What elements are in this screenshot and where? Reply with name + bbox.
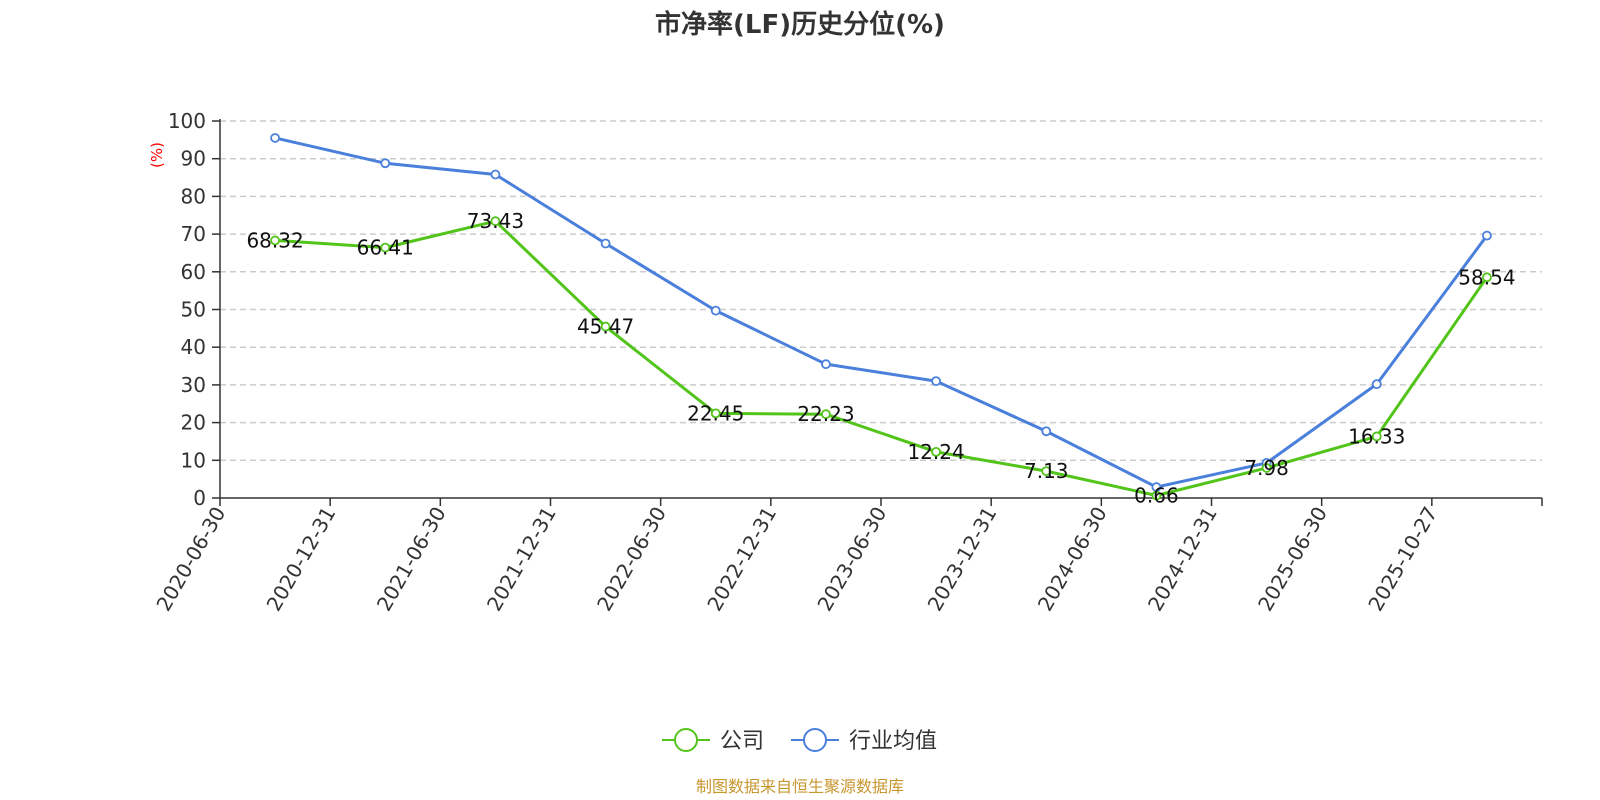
data-label: 68.32 [246,228,303,252]
data-point[interactable] [490,169,501,180]
y-tick-label: 90 [181,147,206,171]
x-tick-label: 2020-12-31 [262,503,341,616]
chart-title: 市净率(LF)历史分位(%) [655,9,945,40]
data-point[interactable] [270,235,280,246]
data-label: 12.24 [907,440,964,464]
y-tick-label: 20 [181,411,206,435]
data-label: 73.43 [467,209,524,233]
data-point[interactable] [710,305,721,316]
source-note: 制图数据来自恒生聚源数据库 [696,777,904,796]
series-group [270,133,1492,501]
y-tick-label: 100 [168,109,206,133]
data-point[interactable] [380,158,391,169]
y-tick-label: 70 [181,222,206,246]
data-point[interactable] [600,321,611,332]
x-tick-label: 2025-10-27 [1363,503,1442,616]
x-tick-label: 2024-12-31 [1143,503,1222,616]
legend[interactable]: 公司 行业均值 [662,728,937,754]
y-tick-label: 40 [181,335,206,359]
x-tick-label: 2020-06-30 [151,503,230,616]
legend-label: 行业均值 [849,729,937,754]
x-tick-label: 2022-12-31 [702,503,781,616]
data-point[interactable] [490,216,501,227]
y-tick-label: 80 [181,184,206,208]
data-label: 58.54 [1458,265,1515,289]
y-tick-label: 60 [181,260,206,284]
x-tick-label: 2021-06-30 [372,503,451,616]
data-label: 45.47 [577,315,634,339]
data-point[interactable] [380,242,391,253]
x-tick-label: 2024-06-30 [1033,503,1112,616]
data-point[interactable] [1482,272,1492,283]
x-tick-label: 2022-06-30 [592,503,671,616]
y-tick-labels: 0 10 20 30 40 50 60 70 80 90 100 [168,109,206,510]
data-label: 22.45 [687,401,744,425]
legend-marker-icon [803,728,827,752]
data-point[interactable] [600,238,611,249]
data-point[interactable] [821,409,831,420]
x-tick-label: 2021-12-31 [482,503,561,616]
data-point[interactable] [931,376,941,387]
y-tick-label: 0 [193,486,206,510]
data-labels: 68.32 66.41 73.43 45.47 22.45 22.23 12.24 7.13 0… [246,209,1515,507]
legend-label: 公司 [720,729,764,754]
axes [212,119,1543,506]
data-point[interactable] [270,133,280,143]
series-line-industry-avg [274,136,1489,489]
data-point[interactable] [1482,230,1492,241]
data-point[interactable] [821,359,831,370]
series-line-company [274,219,1489,498]
data-label: 7.13 [1024,459,1069,483]
legend-marker-icon [674,728,698,752]
data-point[interactable] [1151,490,1162,501]
x-tick-label: 2025-06-30 [1253,503,1332,616]
data-point[interactable] [710,408,721,419]
data-label: 0.66 [1134,484,1179,508]
data-point[interactable] [1041,466,1052,477]
data-label: 16.33 [1348,424,1405,448]
data-label: 7.98 [1244,456,1289,480]
data-point[interactable] [1371,431,1382,442]
legend-item-industry-avg[interactable]: 行业均值 [791,728,937,754]
data-point[interactable] [1041,426,1052,437]
data-point[interactable] [931,446,941,457]
x-tick-label: 2023-12-31 [923,503,1002,616]
data-point[interactable] [1261,463,1272,473]
y-tick-label: 30 [181,373,206,397]
x-tick-labels: 2020-06-30 2020-12-31 2021-06-30 2021-12-31… [151,503,1442,616]
y-axis-label: (%) [148,142,166,168]
data-label: 66.41 [357,236,414,260]
data-label: 22.23 [797,402,854,426]
x-tick-label: 2023-06-30 [812,503,891,616]
y-tick-label: 10 [181,448,206,472]
legend-item-company[interactable]: 公司 [662,728,764,754]
data-point[interactable] [1371,379,1382,390]
y-tick-label: 50 [181,298,206,322]
